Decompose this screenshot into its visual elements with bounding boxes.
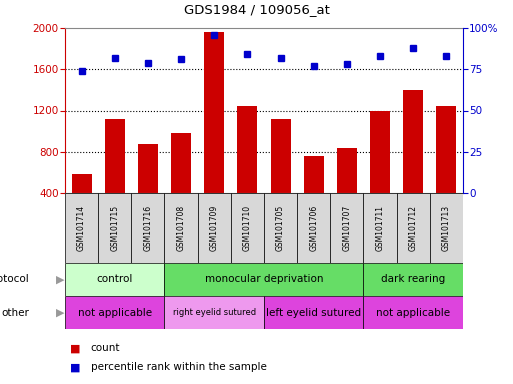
- Bar: [430, 193, 463, 263]
- Text: GSM101712: GSM101712: [409, 205, 418, 251]
- Text: count: count: [91, 343, 120, 353]
- Bar: [65, 296, 165, 329]
- Bar: [337, 147, 357, 234]
- Bar: [364, 263, 463, 296]
- Bar: [403, 90, 423, 234]
- Bar: [138, 144, 158, 234]
- Text: not applicable: not applicable: [77, 308, 152, 318]
- Text: control: control: [96, 275, 133, 285]
- Text: GSM101705: GSM101705: [276, 205, 285, 251]
- Text: ■: ■: [70, 343, 81, 353]
- Text: GSM101709: GSM101709: [210, 205, 219, 251]
- Bar: [72, 174, 91, 234]
- Text: GSM101711: GSM101711: [376, 205, 385, 251]
- Text: GSM101716: GSM101716: [144, 205, 152, 251]
- Bar: [204, 32, 224, 234]
- Text: GSM101710: GSM101710: [243, 205, 252, 251]
- Bar: [271, 119, 290, 234]
- Text: other: other: [1, 308, 29, 318]
- Text: GSM101707: GSM101707: [342, 205, 351, 251]
- Text: ■: ■: [70, 362, 81, 372]
- Text: protocol: protocol: [0, 275, 29, 285]
- Text: GSM101715: GSM101715: [110, 205, 119, 251]
- Bar: [165, 263, 364, 296]
- Bar: [98, 193, 131, 263]
- Bar: [105, 119, 125, 234]
- Bar: [238, 106, 258, 234]
- Bar: [198, 193, 231, 263]
- Bar: [297, 193, 330, 263]
- Bar: [264, 193, 297, 263]
- Bar: [397, 193, 430, 263]
- Text: ▶: ▶: [55, 275, 64, 285]
- Bar: [437, 106, 457, 234]
- Text: dark rearing: dark rearing: [381, 275, 445, 285]
- Text: GSM101708: GSM101708: [176, 205, 186, 251]
- Text: GSM101714: GSM101714: [77, 205, 86, 251]
- Bar: [165, 193, 198, 263]
- Bar: [65, 193, 98, 263]
- Bar: [231, 193, 264, 263]
- Text: ▶: ▶: [55, 308, 64, 318]
- Bar: [264, 296, 364, 329]
- Bar: [364, 296, 463, 329]
- Bar: [330, 193, 364, 263]
- Text: monocular deprivation: monocular deprivation: [205, 275, 323, 285]
- Text: GSM101706: GSM101706: [309, 205, 318, 251]
- Text: left eyelid sutured: left eyelid sutured: [266, 308, 361, 318]
- Bar: [65, 263, 165, 296]
- Text: GDS1984 / 109056_at: GDS1984 / 109056_at: [184, 3, 329, 17]
- Bar: [364, 193, 397, 263]
- Bar: [131, 193, 165, 263]
- Text: GSM101713: GSM101713: [442, 205, 451, 251]
- Bar: [304, 156, 324, 234]
- Bar: [165, 296, 264, 329]
- Text: percentile rank within the sample: percentile rank within the sample: [91, 362, 267, 372]
- Bar: [171, 133, 191, 234]
- Text: right eyelid sutured: right eyelid sutured: [173, 308, 256, 317]
- Text: not applicable: not applicable: [376, 308, 450, 318]
- Bar: [370, 111, 390, 234]
